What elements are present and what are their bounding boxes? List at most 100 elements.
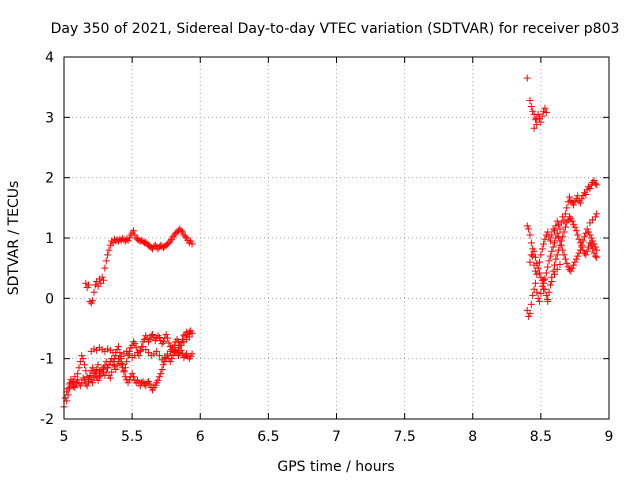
data-point bbox=[560, 251, 568, 259]
data-point bbox=[561, 210, 569, 218]
data-point bbox=[155, 373, 163, 381]
data-point bbox=[94, 376, 102, 384]
data-point bbox=[561, 223, 569, 231]
data-point bbox=[526, 96, 534, 104]
data-point bbox=[551, 261, 558, 269]
data-point bbox=[94, 361, 102, 369]
x-tick-label: 9 bbox=[605, 429, 614, 445]
data-point bbox=[113, 362, 121, 370]
data-point bbox=[161, 353, 169, 361]
data-point bbox=[159, 338, 167, 346]
data-point bbox=[593, 246, 601, 254]
data-point bbox=[593, 253, 601, 261]
data-point bbox=[100, 276, 108, 284]
data-point bbox=[546, 237, 554, 245]
data-point bbox=[68, 378, 76, 386]
data-point bbox=[544, 228, 552, 236]
data-point bbox=[548, 231, 556, 239]
data-point bbox=[571, 198, 579, 206]
data-point bbox=[80, 361, 88, 369]
data-point bbox=[536, 297, 544, 305]
data-point bbox=[563, 259, 571, 267]
data-point bbox=[146, 380, 154, 388]
data-point bbox=[586, 231, 594, 239]
data-point bbox=[540, 285, 548, 293]
data-point bbox=[541, 235, 549, 243]
data-point bbox=[89, 379, 97, 387]
data-point bbox=[154, 245, 162, 253]
data-point bbox=[553, 229, 561, 237]
data-point bbox=[559, 246, 567, 254]
data-point bbox=[545, 288, 553, 296]
data-point bbox=[574, 231, 582, 239]
data-point bbox=[124, 379, 132, 387]
data-point bbox=[540, 240, 548, 248]
data-point bbox=[83, 382, 91, 390]
data-point bbox=[523, 222, 531, 230]
data-point bbox=[571, 223, 579, 231]
data-point bbox=[593, 210, 601, 218]
data-point bbox=[531, 253, 539, 261]
data-point bbox=[154, 376, 162, 384]
data-point bbox=[548, 247, 556, 255]
data-point bbox=[533, 259, 541, 267]
data-point bbox=[129, 227, 137, 235]
data-point bbox=[120, 368, 128, 376]
data-point bbox=[590, 240, 598, 248]
data-point bbox=[119, 364, 127, 372]
data-point bbox=[591, 180, 599, 188]
data-point bbox=[131, 340, 139, 348]
data-point bbox=[572, 227, 580, 235]
data-point bbox=[169, 351, 177, 359]
data-point bbox=[86, 373, 94, 381]
data-point bbox=[187, 237, 195, 245]
data-point bbox=[551, 239, 558, 247]
data-point bbox=[553, 217, 561, 225]
data-point bbox=[80, 376, 88, 384]
data-point bbox=[89, 297, 97, 305]
data-point bbox=[591, 243, 599, 251]
data-point bbox=[172, 347, 180, 355]
x-tick-label: 6.5 bbox=[257, 429, 279, 445]
data-point bbox=[142, 382, 150, 390]
data-point bbox=[582, 251, 590, 259]
data-point bbox=[557, 241, 565, 249]
data-point bbox=[578, 195, 586, 203]
y-tick-label: 3 bbox=[45, 110, 54, 126]
data-point bbox=[590, 177, 598, 185]
data-point bbox=[112, 366, 120, 374]
data-point bbox=[157, 370, 165, 378]
data-point bbox=[90, 288, 98, 296]
x-tick-label: 8 bbox=[468, 429, 477, 445]
data-point bbox=[181, 233, 189, 241]
data-point bbox=[89, 364, 97, 372]
data-point bbox=[563, 204, 571, 212]
data-point bbox=[571, 258, 579, 266]
data-point bbox=[526, 258, 534, 266]
data-point bbox=[64, 385, 72, 393]
y-tick-label: -1 bbox=[40, 352, 54, 368]
data-point bbox=[102, 257, 110, 265]
data-point bbox=[541, 104, 549, 112]
data-point bbox=[165, 239, 173, 247]
data-point bbox=[123, 358, 131, 366]
data-point bbox=[536, 269, 544, 277]
data-point bbox=[177, 227, 185, 235]
x-tick-label: 7 bbox=[332, 429, 341, 445]
data-point bbox=[75, 364, 83, 372]
data-point bbox=[544, 263, 552, 271]
data-point bbox=[154, 332, 162, 340]
data-point bbox=[582, 191, 590, 199]
data-point bbox=[164, 334, 172, 342]
data-point bbox=[583, 225, 591, 233]
data-point bbox=[101, 264, 109, 272]
data-point bbox=[101, 372, 109, 380]
data-point bbox=[553, 265, 561, 273]
data-point bbox=[526, 309, 534, 317]
data-point bbox=[576, 246, 584, 254]
data-point bbox=[128, 370, 136, 378]
data-point bbox=[125, 350, 133, 358]
data-point bbox=[565, 193, 573, 201]
data-point bbox=[563, 219, 571, 227]
data-point bbox=[546, 281, 554, 289]
